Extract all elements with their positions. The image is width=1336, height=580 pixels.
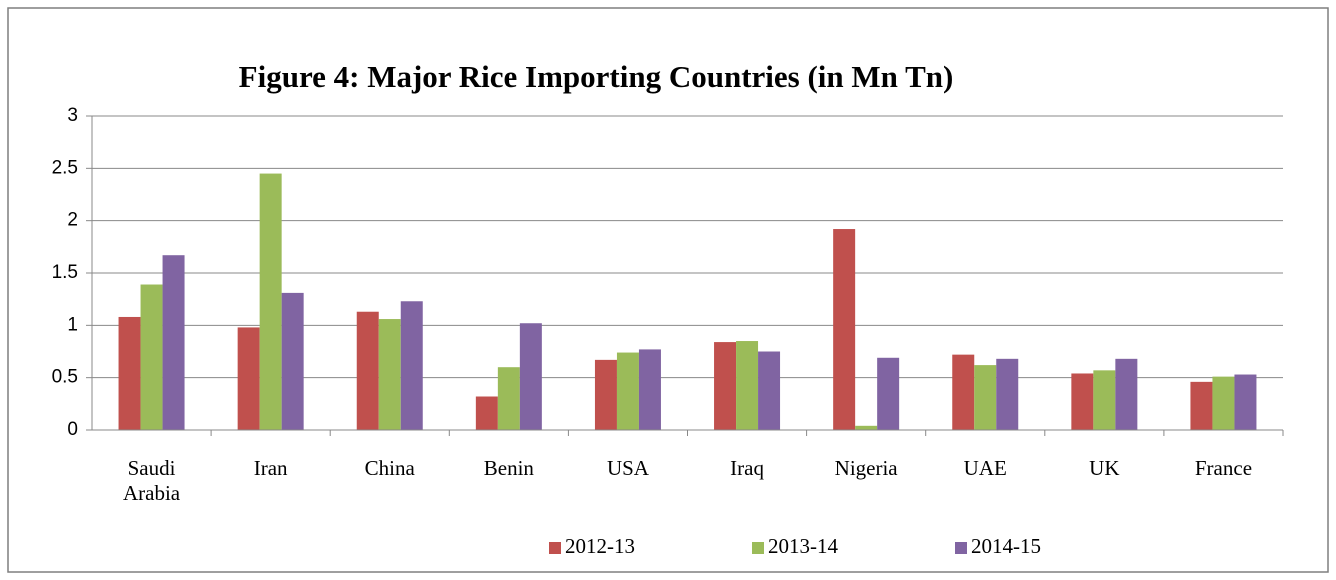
bar — [714, 342, 737, 430]
bar — [259, 173, 282, 431]
legend-label: 2013-14 — [768, 534, 838, 558]
bar — [616, 352, 639, 430]
legend-swatch — [955, 542, 967, 554]
bar — [1234, 374, 1257, 430]
bar — [281, 292, 304, 430]
x-tick-label: Nigeria — [835, 456, 899, 480]
x-tick-label: China — [365, 456, 416, 480]
bar — [237, 327, 260, 430]
bar — [1071, 373, 1094, 430]
y-tick-label: 0 — [67, 419, 78, 440]
legend-swatch — [752, 542, 764, 554]
y-tick-label: 3 — [67, 105, 78, 126]
x-tick-label: UK — [1089, 456, 1119, 480]
bar — [519, 323, 542, 430]
y-tick-label: 1 — [67, 314, 78, 335]
bar — [497, 367, 520, 430]
bar — [594, 359, 617, 430]
bar — [400, 301, 423, 430]
x-tick-label: Iraq — [730, 456, 764, 480]
x-tick-label: UAE — [964, 456, 1007, 480]
bar — [758, 351, 781, 430]
y-tick-label: 2.5 — [52, 157, 78, 178]
x-tick-label: Benin — [484, 456, 535, 480]
chart-title: Figure 4: Major Rice Importing Countries… — [239, 59, 954, 94]
bar — [1212, 376, 1235, 430]
x-tick-label: Iran — [254, 456, 288, 480]
bar — [378, 319, 401, 430]
bar — [638, 349, 661, 430]
bar — [356, 311, 379, 430]
y-tick-label: 0.5 — [52, 367, 78, 388]
chart-frame — [7, 7, 1329, 573]
bar — [118, 316, 141, 430]
legend-swatch — [549, 542, 561, 554]
bar — [736, 341, 759, 430]
legend-label: 2012-13 — [565, 534, 635, 558]
bar — [1115, 358, 1138, 430]
bar — [1190, 381, 1213, 430]
bar — [996, 358, 1019, 430]
bar — [140, 284, 163, 430]
x-tick-label: USA — [607, 456, 650, 480]
bar — [833, 229, 856, 430]
bar — [855, 425, 878, 430]
bar — [877, 357, 900, 430]
x-tick-label: Saudi Arabia — [123, 456, 181, 505]
y-tick-label: 2 — [67, 210, 78, 231]
bar — [952, 354, 975, 430]
bar — [974, 365, 997, 430]
y-tick-label: 1.5 — [52, 262, 78, 283]
legend-label: 2014-15 — [971, 534, 1041, 558]
x-tick-label: France — [1195, 456, 1252, 480]
bar — [1093, 370, 1116, 430]
bar — [475, 396, 498, 430]
bar — [162, 255, 185, 430]
